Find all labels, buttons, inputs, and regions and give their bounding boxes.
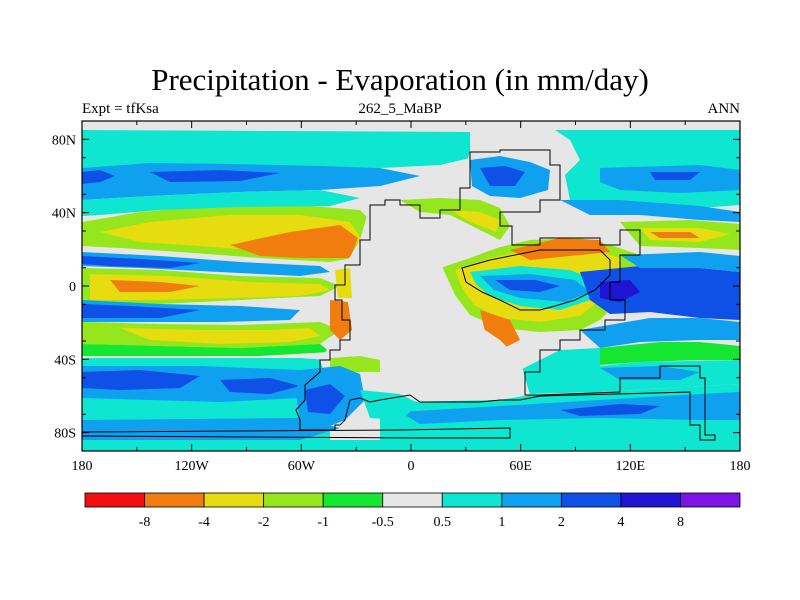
equatorial-dry-yellow <box>90 274 330 300</box>
north-pacific-blue-a <box>82 170 115 184</box>
x-tick-label: 60E <box>509 459 532 474</box>
colorbar-label: 4 <box>617 515 624 530</box>
south-pangea-deep <box>305 384 345 414</box>
colorbar-swatch <box>501 492 562 508</box>
east-ocean-south-green <box>600 342 740 365</box>
tethys-inner-deep <box>495 280 560 292</box>
colorbar-label: -1 <box>317 515 329 530</box>
colorbar-swatch <box>680 492 741 508</box>
east-pangea-wet-blue <box>620 252 740 272</box>
colorbar-swatch <box>441 492 503 508</box>
tethys-orange-a <box>510 238 610 260</box>
colorbar-swatch <box>84 492 145 508</box>
x-tick-label: 120W <box>175 459 210 474</box>
colorbar-swatch <box>203 492 265 508</box>
colorbar-label: -2 <box>258 515 270 530</box>
colorbar-swatch <box>263 492 324 508</box>
south-polar-landmass <box>82 427 511 439</box>
colorbar-swatch <box>322 492 384 508</box>
colorbar: -8 -4 -2 -1 -0.5 0.5 1 2 4 8 <box>84 492 741 530</box>
x-tick-label: 60W <box>288 459 316 474</box>
colorbar-label: 8 <box>677 515 684 530</box>
y-tick-label: 40S <box>54 353 76 368</box>
chart-title: Precipitation - Evaporation (in mm/day) <box>151 62 649 97</box>
colorbar-swatch <box>560 492 622 508</box>
north-subtropic-light-band <box>82 190 360 216</box>
southern-westerly-east-deep <box>560 404 660 416</box>
north-subtropic-dry-orange <box>230 225 358 258</box>
x-tick-label: 180 <box>730 459 751 474</box>
colorbar-label: 2 <box>558 515 565 530</box>
west-pangea-margin-orange <box>330 300 352 340</box>
equatorial-dry-orange <box>110 280 200 292</box>
north-pangea-deep <box>480 166 525 186</box>
equatorial-wet-deep <box>82 256 200 268</box>
south-pangea-cyan <box>360 390 420 420</box>
southern-westerly-deep <box>82 370 200 390</box>
mid-lat-east-band <box>560 200 740 222</box>
west-pangea-margin-yellow <box>335 268 352 298</box>
east-ocean-north-orange <box>650 232 700 238</box>
period-label: 262_5_MaBP <box>358 101 442 117</box>
y-tick-label: 40N <box>52 207 76 222</box>
colorbar-label: -4 <box>198 515 210 530</box>
x-tick-label: 180 <box>72 459 93 474</box>
north-pacific-blue-b <box>150 170 280 182</box>
y-tick-label: 0 <box>69 280 76 295</box>
y-tick-label: 80S <box>54 427 76 442</box>
southern-westerly-east-blue <box>400 392 740 424</box>
east-ocean-south-blue <box>600 366 700 380</box>
north-pangea-margin-green <box>400 198 510 240</box>
colorbar-label: -0.5 <box>372 515 394 530</box>
pangea-continent <box>320 200 530 402</box>
map-field <box>82 121 740 451</box>
south-tropic-deep <box>82 304 200 318</box>
colorbar-label: 1 <box>498 515 505 530</box>
y-tick-label: 80N <box>52 133 76 148</box>
south-subtropic-green <box>82 344 330 356</box>
north-polar-band <box>82 130 470 168</box>
pangea-coastline <box>295 149 716 441</box>
north-ocean-east-deep <box>650 172 700 180</box>
colorbar-swatch <box>144 492 205 508</box>
southern-westerly-deep-b <box>220 378 300 394</box>
experiment-label: Expt = tfKsa <box>82 101 159 117</box>
inner-tethys-coastline <box>461 249 611 311</box>
season-label: ANN <box>707 101 741 117</box>
equatorial-wet-light <box>82 252 330 276</box>
south-polar-blue <box>82 418 340 440</box>
colorbar-label: -8 <box>139 515 151 530</box>
east-pangea-south-blue <box>580 318 740 348</box>
x-tick-label: 120E <box>616 459 646 474</box>
colorbar-swatch <box>382 492 443 508</box>
north-pangea-margin-yellow <box>450 210 500 232</box>
axes: 180 120W 60W 0 60E 120E 180 80N 40N 0 40S 80S <box>52 121 751 474</box>
x-tick-label: 0 <box>408 459 415 474</box>
colorbar-swatch <box>620 492 681 508</box>
south-subtropic-dry-yellow <box>120 328 320 344</box>
colorbar-label: 0.5 <box>434 515 452 530</box>
